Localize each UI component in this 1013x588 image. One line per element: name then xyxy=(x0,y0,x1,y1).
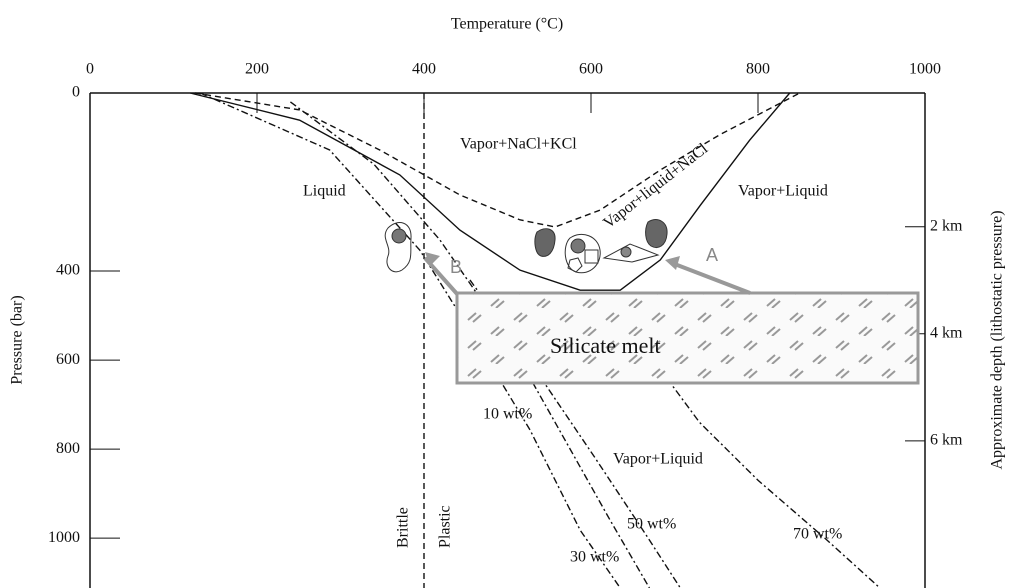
y2-tick-label: 6 km xyxy=(930,432,963,449)
y-tick-label: 400 xyxy=(56,262,80,279)
annotation: Liquid xyxy=(303,183,346,200)
x-tick-label: 0 xyxy=(86,61,94,78)
annotation: Vapor+liquid+NaCl xyxy=(600,140,711,232)
annotation: Vapor+NaCl+KCl xyxy=(460,136,577,153)
silicate-melt-box xyxy=(457,293,918,383)
annotation: B xyxy=(450,257,462,277)
curve xyxy=(190,93,790,290)
y-axis-title: Pressure (bar) xyxy=(9,295,26,384)
y-tick-label: 800 xyxy=(56,440,80,457)
annotation: 30 wt% xyxy=(570,549,619,566)
curve xyxy=(195,93,800,227)
annotation: A xyxy=(706,245,718,265)
arrows xyxy=(425,252,750,295)
chart: Temperature (°C) Pressure (bar) Approxim… xyxy=(0,0,1013,588)
annotation: 50 wt% xyxy=(627,516,676,533)
annotation: 10 wt% xyxy=(483,406,532,423)
y-tick-label: 600 xyxy=(56,351,80,368)
annotation: Vapor+Liquid xyxy=(738,183,828,200)
x-tick-label: 200 xyxy=(245,61,269,78)
annotation: Silicate melt xyxy=(550,333,661,358)
annotation: Vapor+Liquid xyxy=(613,451,703,468)
annotation: Plastic xyxy=(437,505,454,548)
annotation: Brittle xyxy=(395,507,412,548)
y-tick-label: 1000 xyxy=(48,529,80,546)
y-tick-label: 0 xyxy=(72,84,80,101)
y2-axis-title: Approximate depth (lithostatic pressure) xyxy=(989,210,1006,469)
x-axis-title: Temperature (°C) xyxy=(451,16,563,33)
inclusions xyxy=(385,220,667,273)
x-tick-label: 1000 xyxy=(909,61,941,78)
x-tick-label: 800 xyxy=(746,61,770,78)
annotation: 70 wt% xyxy=(793,526,842,543)
x-tick-label: 400 xyxy=(412,61,436,78)
x-tick-label: 600 xyxy=(579,61,603,78)
y2-tick-label: 2 km xyxy=(930,217,963,234)
y2-tick-label: 4 km xyxy=(930,324,963,341)
